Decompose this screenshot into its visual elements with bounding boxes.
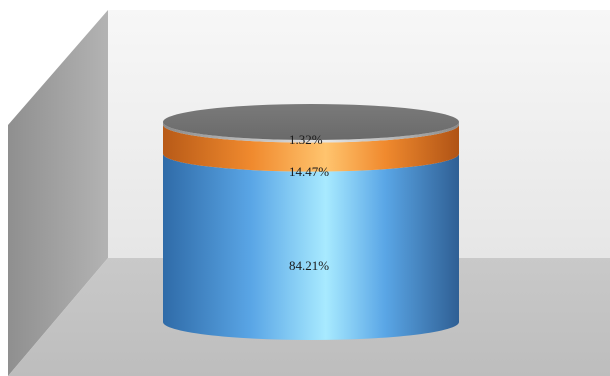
data-label-2: 1.32% (289, 132, 323, 147)
cylinder-group: 84.21% 14.47% 1.32% (163, 104, 459, 340)
data-label-0: 84.21% (289, 258, 329, 273)
data-label-1: 14.47% (289, 164, 329, 179)
left-wall (8, 10, 108, 376)
cylinder-segment-1 (163, 124, 459, 172)
cylinder-segment-0 (163, 153, 459, 340)
cylinder-top-cap (163, 104, 459, 140)
